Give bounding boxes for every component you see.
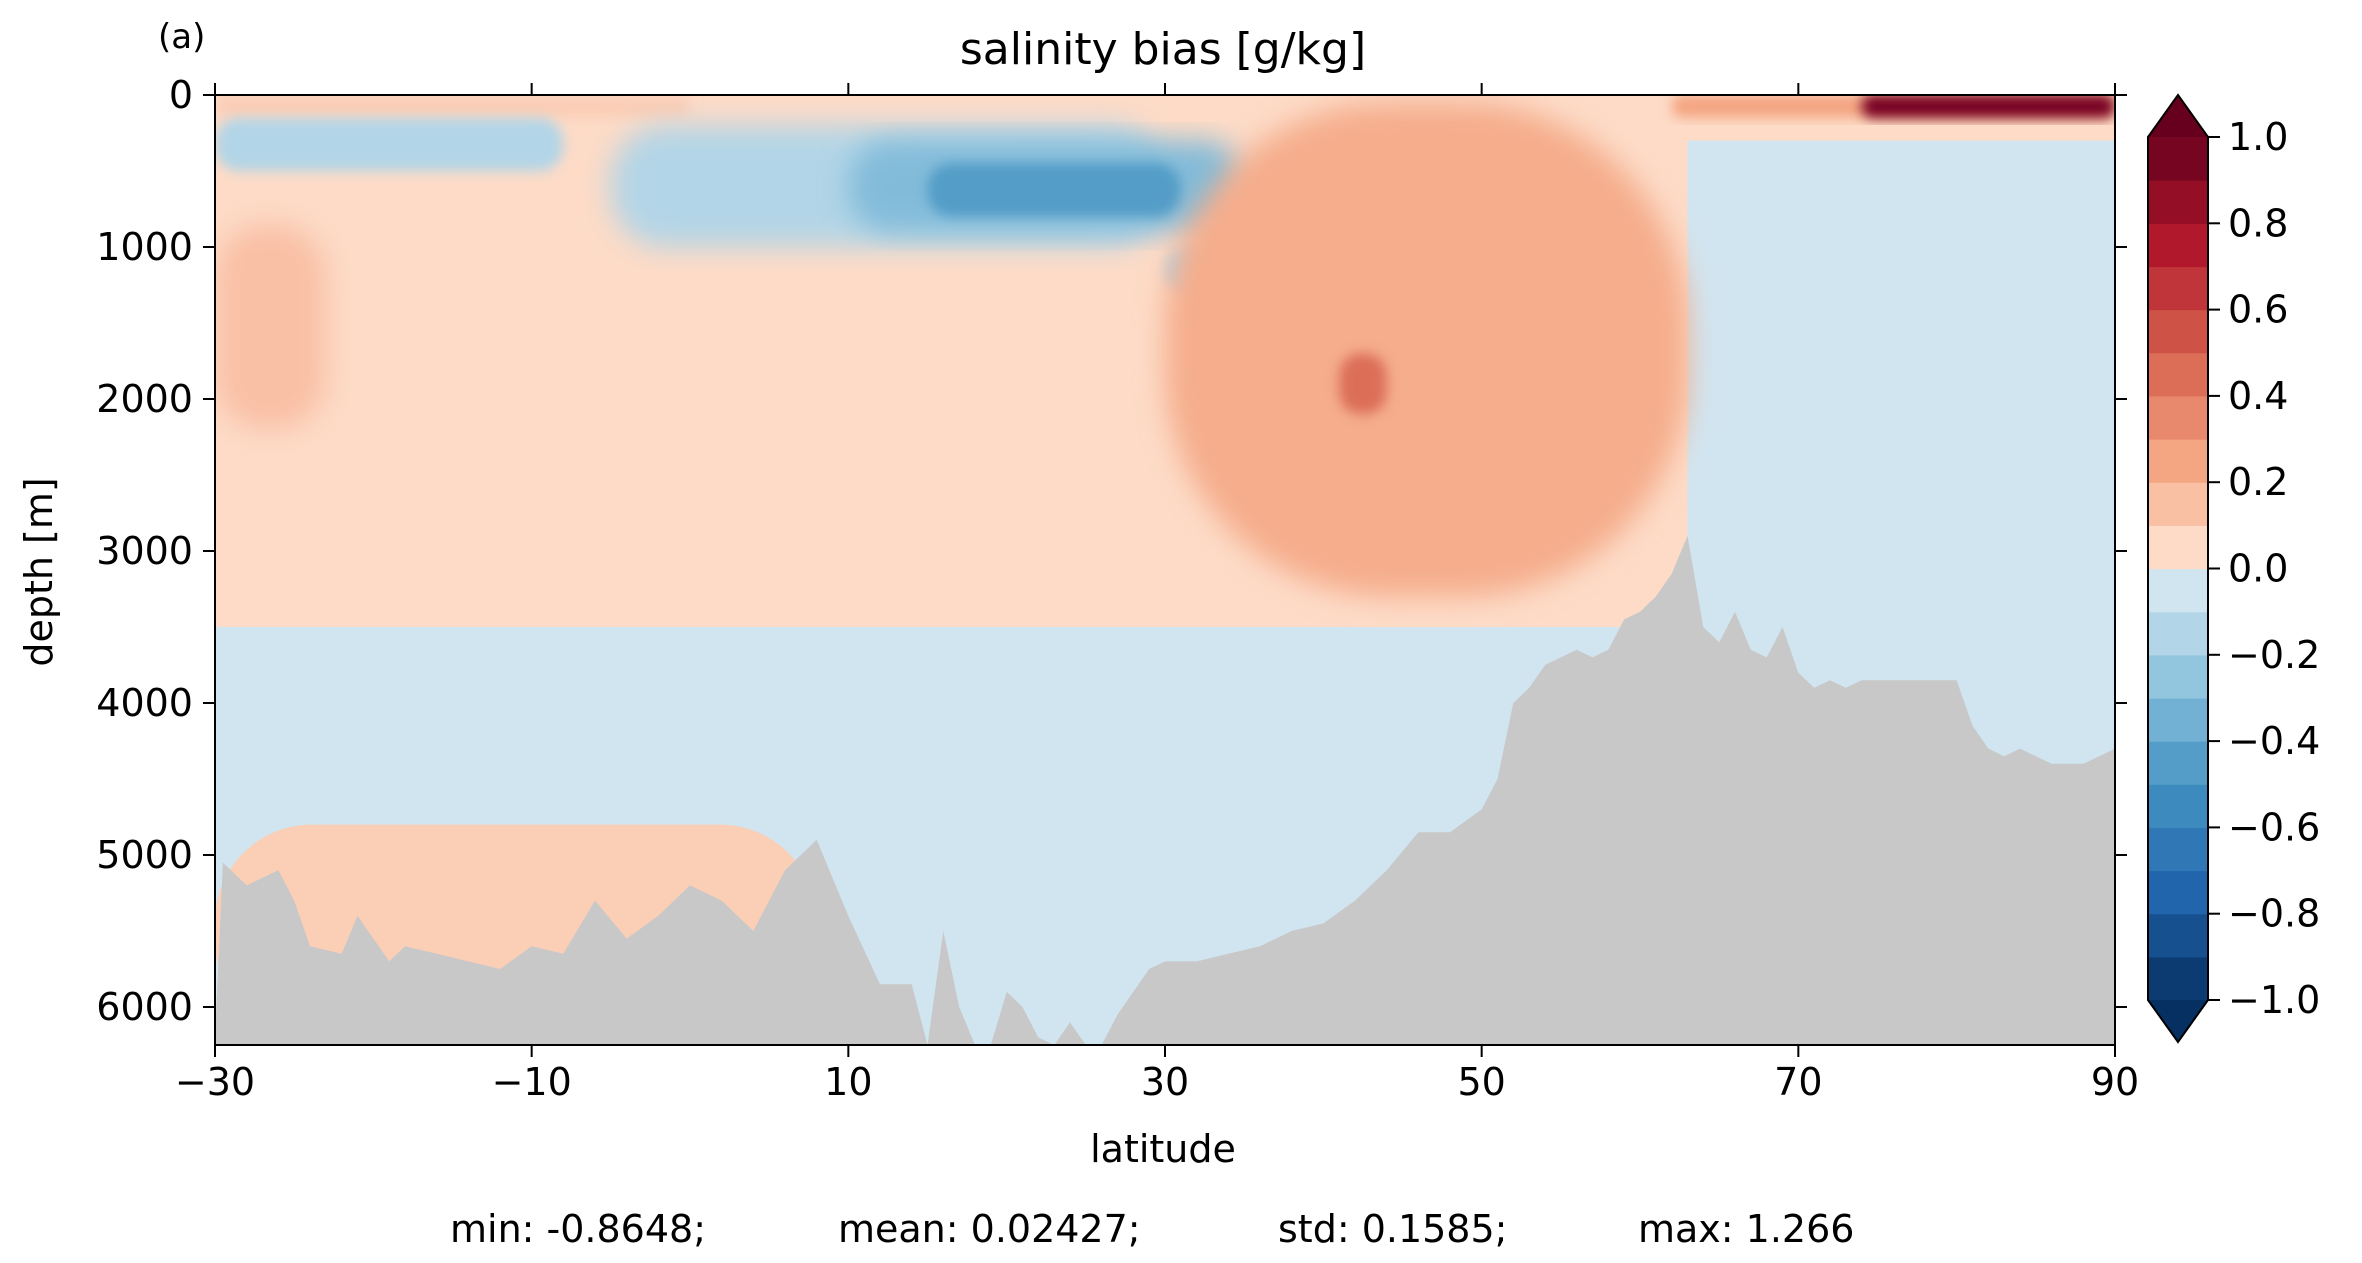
y-tick-label: 3000 [96,529,193,573]
stat-std: std: 0.1585; [1278,1207,1507,1251]
colorbar-bin [2148,223,2208,268]
axis-ticks: −30 −10 10 30 50 70 90 0 1000 2000 3000 4000 5000 600… [96,73,2139,1104]
colorbar: 1.0 0.8 0.6 0.4 0.2 0.0 −0.2 −0.4 −0.6 −0.8 −1.0 [2147,93,2320,1044]
colorbar-bin [2148,352,2208,397]
colorbar-bin [2148,784,2208,828]
colorbar-tick-label: −0.6 [2228,805,2320,849]
colorbar-bin [2148,697,2208,742]
y-tick-label: 2000 [96,377,193,421]
bias-region [215,224,326,430]
bias-region [215,117,564,171]
colorbar-bin [2148,180,2208,224]
bias-region [1861,95,2115,118]
stats-line: min: -0.8648; mean: 0.02427; std: 0.1585… [450,1207,1854,1251]
colorbar-bin [2148,956,2208,1001]
colorbar-extend-max [2148,95,2208,137]
colorbar-bin [2148,741,2208,785]
colorbar-tick-label: −0.4 [2228,719,2320,763]
colorbar-extend-min [2148,1000,2208,1042]
stat-mean: mean: 0.02427; [838,1207,1141,1251]
bias-region [1165,102,1688,597]
x-tick-label: 50 [1457,1060,1505,1104]
colorbar-tick-label: 0.8 [2228,201,2288,245]
y-tick-label: 0 [169,73,193,117]
colorbar-tick-label: 0.4 [2228,374,2288,418]
y-tick-label: 6000 [96,985,193,1029]
colorbar-tick-label: 0.0 [2228,547,2288,591]
colorbar-bin [2148,309,2208,354]
bathymetry [215,535,2115,1045]
x-tick-label: 10 [824,1060,872,1104]
colorbar-tick-label: 0.6 [2228,288,2288,332]
colorbar-bin [2148,439,2208,483]
colorbar-bin [2148,870,2208,915]
x-axis-label: latitude [1090,1127,1236,1171]
colorbar-bin [2148,395,2208,440]
y-tick-label: 1000 [96,225,193,269]
colorbar-bin [2148,137,2208,181]
bias-region [927,163,1181,217]
stat-min: min: -0.8648; [450,1207,706,1251]
x-tick-label: 90 [2091,1060,2139,1104]
colorbar-bin [2148,913,2208,958]
x-tick-label: −10 [492,1060,572,1104]
plot-area [214,94,2116,1046]
colorbar-tick-label: −0.2 [2228,633,2320,677]
colorbar-tick-label: 0.2 [2228,460,2288,504]
x-tick-label: 70 [1774,1060,1822,1104]
y-tick-label: 5000 [96,833,193,877]
colorbar-tick-label: −1.0 [2228,978,2320,1022]
bias-region [1339,353,1387,415]
x-tick-label: −30 [175,1060,255,1104]
chart-title: salinity bias [g/kg] [960,24,1366,75]
panel-label: (a) [158,17,205,57]
colorbar-bin [2148,611,2208,656]
x-tick-label: 30 [1141,1060,1189,1104]
y-tick-label: 4000 [96,681,193,725]
colorbar-bin [2148,525,2208,570]
colorbar-tick-label: 1.0 [2228,115,2288,159]
bias-region [215,95,690,118]
colorbar-bin [2148,482,2208,526]
y-axis-label: depth [m] [17,477,61,666]
colorbar-bin [2148,654,2208,699]
colorbar-bin [2148,266,2208,311]
stat-max: max: 1.266 [1638,1207,1854,1251]
colorbar-tick-label: −0.8 [2228,892,2320,936]
colorbar-bin [2148,568,2208,613]
colorbar-bin [2148,827,2208,872]
